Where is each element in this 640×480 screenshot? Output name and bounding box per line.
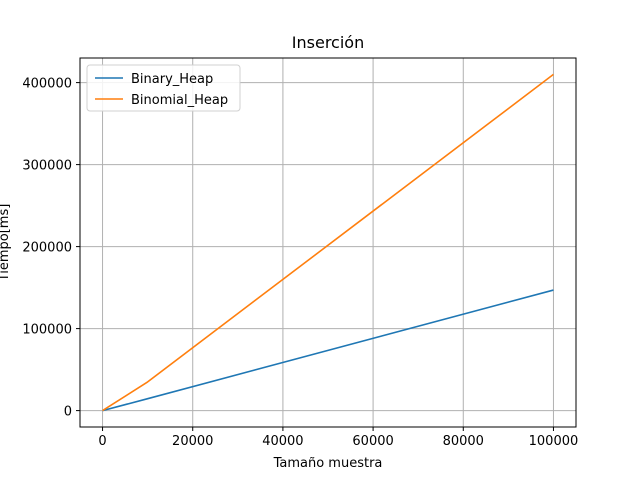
chart-title: Inserción [292, 33, 364, 52]
y-tick-label: 0 [64, 405, 72, 420]
x-tick-label: 0 [98, 434, 106, 449]
x-tick-label: 60000 [352, 434, 393, 449]
legend-label: Binary_Heap [131, 72, 213, 87]
x-axis-label: Tamaño muestra [273, 456, 383, 471]
y-tick-label: 400000 [22, 77, 72, 92]
legend-box [86, 64, 241, 112]
legend-label: Binomial_Heap [131, 93, 228, 108]
x-tick-label: 100000 [529, 434, 579, 449]
y-tick-label: 100000 [22, 323, 72, 338]
axis-ticks: 0 20000 40000 60000 80000 100000 0 100000 200000… [22, 77, 578, 449]
x-tick-label: 40000 [262, 434, 303, 449]
plot-frame [79, 57, 577, 428]
x-tick-label: 20000 [172, 434, 213, 449]
y-tick-label: 200000 [22, 241, 72, 256]
legend: Binary_Heap Binomial_Heap [86, 64, 241, 112]
y-tick-label: 300000 [22, 159, 72, 174]
grid [80, 58, 576, 427]
x-tick-label: 80000 [443, 434, 484, 449]
y-axis-label: Tiempo[ms] [0, 204, 12, 283]
series-line-binary-heap [102, 289, 554, 412]
series-line-binomial-heap [102, 73, 554, 412]
series-layer [102, 73, 554, 412]
